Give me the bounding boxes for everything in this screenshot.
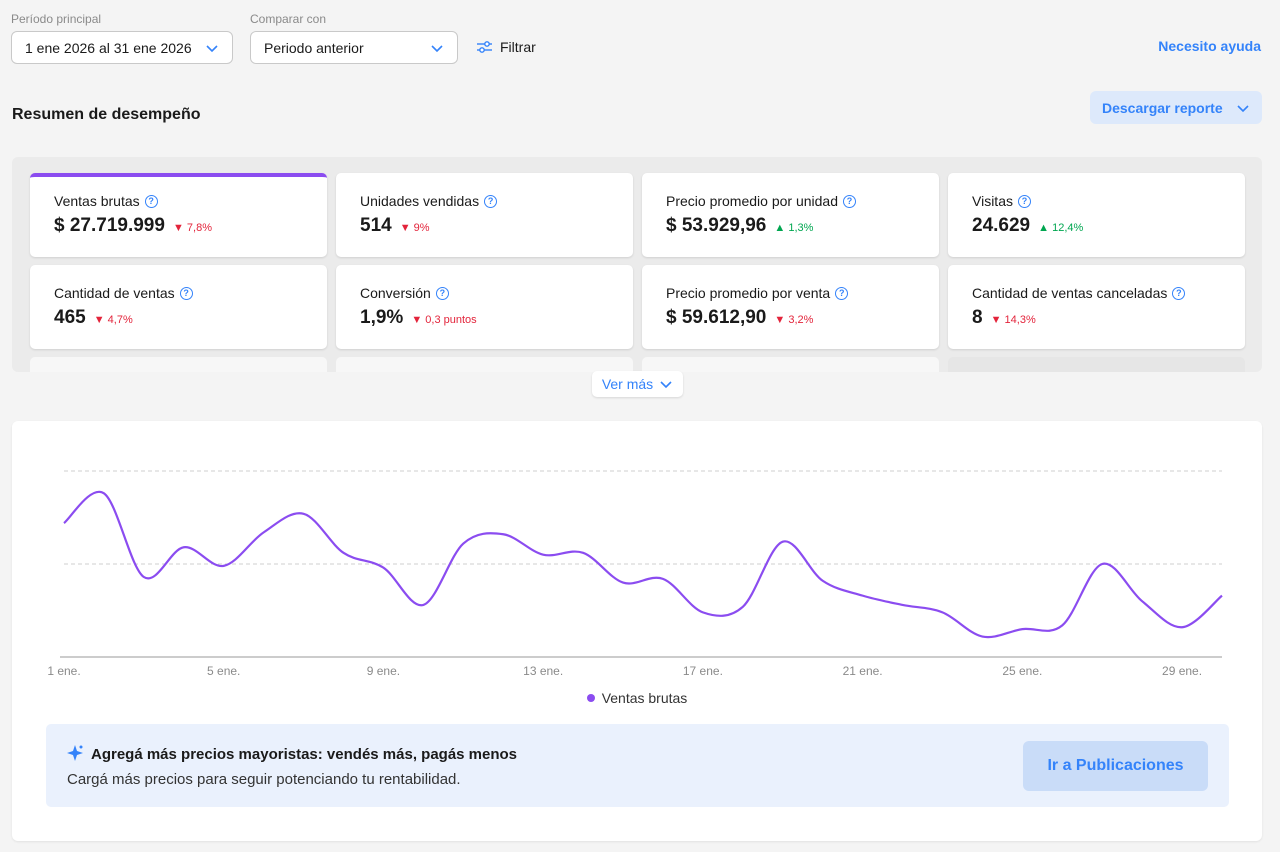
metric-value: 24.629	[972, 215, 1031, 236]
x-tick-label: 9 ene.	[367, 664, 400, 678]
help-icon[interactable]: ?	[1017, 194, 1031, 208]
metric-label: Precio promedio por unidad	[666, 193, 838, 209]
x-tick-label: 1 ene.	[47, 664, 80, 678]
help-icon[interactable]: ?	[843, 194, 856, 208]
help-icon[interactable]: ?	[144, 194, 158, 208]
help-icon[interactable]: ?	[1172, 286, 1186, 300]
metric-value: $ 27.719.999	[54, 215, 165, 236]
metric-value: $ 59.612,90	[666, 307, 767, 328]
download-report-label: Descargar reporte	[1102, 99, 1223, 116]
metric-card-placeholder	[948, 357, 1245, 372]
metric-delta: ▲ 1,3%	[774, 222, 814, 234]
period-value: 1 ene 2026 al 31 ene 2026	[25, 39, 192, 56]
metric-delta: ▼ 3,2%	[774, 314, 814, 326]
download-report-button[interactable]: Descargar reporte	[1090, 91, 1262, 124]
metrics-panel: Ventas brutas? $ 27.719.999 ▼ 7,8% Unidad…	[12, 157, 1262, 372]
x-tick-label: 13 ene.	[523, 664, 563, 678]
chevron-down-icon	[660, 381, 672, 389]
metric-label: Cantidad de ventas	[54, 285, 175, 301]
legend-label: Ventas brutas	[601, 690, 688, 706]
section-title: Resumen de desempeño	[12, 106, 201, 123]
x-tick-label: 17 ene.	[683, 664, 723, 678]
help-icon[interactable]: ?	[435, 286, 449, 300]
promo-title: Agregá más precios mayoristas: vendés má…	[91, 746, 518, 763]
metric-label: Visitas	[972, 193, 1013, 209]
metric-card-visitas[interactable]: Visitas? 24.629 ▲ 12,4%	[948, 173, 1245, 257]
compare-value: Periodo anterior	[264, 39, 364, 56]
x-tick-label: 21 ene.	[843, 664, 883, 678]
metric-delta: ▼ 14,3%	[990, 314, 1036, 326]
metric-delta: ▼ 0,3 puntos	[411, 314, 477, 326]
metric-card-unidades-vendidas[interactable]: Unidades vendidas? 514 ▼ 9%	[336, 173, 633, 257]
promo-text: Cargá más precios para seguir potenciand…	[67, 771, 461, 788]
metric-card-ventas-brutas[interactable]: Ventas brutas? $ 27.719.999 ▼ 7,8%	[30, 173, 327, 257]
metric-card-placeholder	[336, 357, 633, 372]
metric-value: $ 53.929,96	[666, 215, 767, 236]
go-to-listings-button[interactable]: Ir a Publicaciones	[1023, 741, 1208, 791]
help-icon[interactable]: ?	[484, 194, 498, 208]
metric-delta: ▲ 12,4%	[1038, 222, 1084, 234]
metric-delta: ▼ 4,7%	[93, 314, 133, 326]
metric-card-conversion[interactable]: Conversión? 1,9% ▼ 0,3 puntos	[336, 265, 633, 349]
sales-line-chart: 1 ene. 5 ene. 9 ene. 13 ene. 17 ene. 21 ene. 2…	[47, 470, 1223, 678]
x-tick-label: 29 ene.	[1162, 664, 1202, 678]
metric-card-ventas-canceladas[interactable]: Cantidad de ventas canceladas? 8 ▼ 14,3%	[948, 265, 1245, 349]
chevron-down-icon	[1237, 104, 1249, 112]
compare-label: Comparar con	[250, 12, 327, 26]
metric-card-placeholder	[642, 357, 939, 372]
see-more-button[interactable]: Ver más	[592, 371, 683, 397]
compare-select[interactable]: Periodo anterior	[250, 31, 458, 64]
filter-sliders-icon	[477, 41, 492, 53]
help-icon[interactable]: ?	[179, 286, 193, 300]
x-tick-label: 25 ene.	[1002, 664, 1042, 678]
metric-value: 465	[54, 307, 86, 328]
metric-card-cantidad-ventas[interactable]: Cantidad de ventas? 465 ▼ 4,7%	[30, 265, 327, 349]
see-more-label: Ver más	[601, 376, 654, 392]
series-line-ventas-brutas	[63, 490, 1223, 639]
x-tick-label: 5 ene.	[207, 664, 240, 678]
chart-legend: Ventas brutas	[12, 690, 1262, 706]
metric-delta: ▼ 7,8%	[172, 222, 212, 234]
filter-button[interactable]: Filtrar	[476, 37, 536, 57]
metric-card-placeholder	[30, 357, 327, 372]
metric-label: Unidades vendidas	[360, 193, 480, 209]
metric-delta: ▼ 9%	[399, 222, 430, 234]
period-label: Período principal	[11, 12, 102, 26]
metric-label: Precio promedio por venta	[666, 285, 831, 301]
metric-value: 514	[360, 215, 392, 236]
metric-label: Cantidad de ventas canceladas	[972, 285, 1168, 301]
filter-label: Filtrar	[500, 39, 536, 55]
metric-value: 1,9%	[360, 307, 404, 328]
metric-card-precio-promedio-unidad[interactable]: Precio promedio por unidad? $ 53.929,96 ▲…	[642, 173, 939, 257]
sparkle-icon	[67, 745, 83, 761]
help-icon[interactable]: ?	[835, 286, 849, 300]
legend-dot	[586, 694, 595, 702]
promo-banner: Agregá más precios mayoristas: vendés má…	[46, 724, 1229, 807]
chevron-down-icon	[431, 44, 443, 52]
metric-label: Conversión	[360, 285, 431, 301]
help-link[interactable]: Necesito ayuda	[1158, 38, 1261, 54]
chevron-down-icon	[206, 44, 218, 52]
period-select[interactable]: 1 ene 2026 al 31 ene 2026	[11, 31, 233, 64]
metric-value: 8	[972, 307, 983, 328]
metric-card-precio-promedio-venta[interactable]: Precio promedio por venta? $ 59.612,90 ▼ …	[642, 265, 939, 349]
metric-label: Ventas brutas	[54, 193, 140, 209]
chart-panel: 1 ene. 5 ene. 9 ene. 13 ene. 17 ene. 21 ene. 2…	[12, 421, 1262, 841]
